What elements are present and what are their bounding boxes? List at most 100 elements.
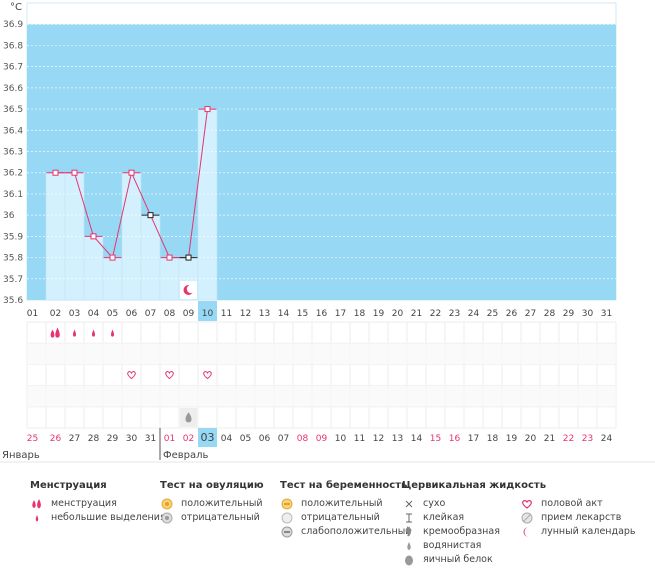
date-label: 21 bbox=[544, 434, 555, 444]
x-tick-label: 14 bbox=[278, 309, 290, 319]
x-label-highlight bbox=[198, 301, 217, 321]
date-label: 23 bbox=[582, 434, 593, 444]
heart-icon bbox=[165, 371, 174, 380]
date-label: 20 bbox=[525, 434, 537, 444]
temperature-bar bbox=[83, 236, 104, 301]
y-tick-label: 36.3 bbox=[3, 148, 23, 158]
x-tick-label: 12 bbox=[240, 309, 251, 319]
y-tick-label: 36.4 bbox=[3, 126, 23, 136]
temperature-point bbox=[147, 212, 154, 219]
egg-white-icon bbox=[185, 412, 192, 423]
date-label: 07 bbox=[278, 434, 289, 444]
x-tick-label: 20 bbox=[392, 309, 404, 319]
date-label: 11 bbox=[354, 434, 365, 444]
legend-item-sticky: клейкая bbox=[402, 511, 546, 525]
legend-item-moon: лунный календарь bbox=[520, 525, 636, 539]
legend-label: положительный bbox=[181, 498, 263, 509]
legend-label: клейкая bbox=[423, 512, 465, 523]
x-tick-label: 02 bbox=[50, 309, 61, 319]
legend-label: сухо bbox=[423, 498, 446, 509]
y-tick-label: 36 bbox=[3, 211, 15, 221]
drop-double-icon bbox=[55, 327, 60, 338]
date-label: 02 bbox=[183, 434, 194, 444]
legend-label: менструация bbox=[51, 498, 117, 509]
x-tick-label: 11 bbox=[221, 309, 232, 319]
legend-ovulation: Тест на овуляцию положительный отрицател… bbox=[160, 480, 264, 525]
y-tick-label: 35.9 bbox=[3, 232, 23, 242]
legend-label: кремообразная bbox=[423, 526, 500, 537]
temperature-bar bbox=[197, 108, 218, 301]
legend-label: отрицательный bbox=[181, 512, 260, 523]
egg-white-icon bbox=[402, 554, 416, 566]
date-label: 01 bbox=[164, 434, 175, 444]
x-tick-label: 30 bbox=[582, 309, 594, 319]
temperature-point bbox=[128, 169, 135, 176]
legend-item-ov-positive: положительный bbox=[160, 497, 264, 511]
date-label: 08 bbox=[297, 434, 309, 444]
drop-small-icon bbox=[111, 329, 114, 337]
legend-title-ovulation: Тест на овуляцию bbox=[160, 480, 264, 491]
legend-item-heart: половой акт bbox=[520, 497, 636, 511]
date-label: 03 bbox=[201, 431, 215, 444]
y-tick-label: 35.7 bbox=[3, 275, 23, 285]
dry-icon bbox=[402, 498, 416, 510]
watery-icon bbox=[402, 540, 416, 552]
legend-item-dry: сухо bbox=[402, 497, 546, 511]
temperature-point bbox=[109, 254, 116, 261]
drop-double-icon bbox=[50, 329, 55, 338]
test-positive-icon bbox=[160, 498, 174, 510]
x-tick-label: 29 bbox=[563, 309, 575, 319]
date-label: 05 bbox=[240, 434, 251, 444]
legend-cervical: Цервикальная жидкость сухо клейкая кремо… bbox=[402, 480, 546, 567]
y-tick-label: 36.6 bbox=[3, 84, 23, 94]
date-label: 25 bbox=[27, 434, 38, 444]
legend-item-ov-negative: отрицательный bbox=[160, 511, 264, 525]
heart-icon bbox=[203, 371, 212, 380]
legend-label: небольшие выделения bbox=[51, 512, 166, 523]
x-tick-label: 15 bbox=[297, 309, 308, 319]
y-tick-label: 36.8 bbox=[3, 41, 23, 51]
legend-item-menstruation: менструация bbox=[30, 497, 166, 511]
legend-item-preg-negative: отрицательный bbox=[280, 511, 411, 525]
x-tick-label: 19 bbox=[373, 309, 385, 319]
date-label: 24 bbox=[601, 434, 613, 444]
x-tick-label: 07 bbox=[145, 309, 156, 319]
legend-item-preg-positive: положительный bbox=[280, 497, 411, 511]
legend-title-cervical: Цервикальная жидкость bbox=[402, 480, 547, 491]
date-label: 12 bbox=[373, 434, 384, 444]
x-tick-label: 23 bbox=[449, 309, 460, 319]
date-label: 29 bbox=[107, 434, 119, 444]
y-tick-label: 36.9 bbox=[3, 20, 23, 30]
creamy-icon bbox=[402, 526, 416, 538]
x-tick-label: 28 bbox=[544, 309, 556, 319]
date-label: 18 bbox=[487, 434, 499, 444]
test-negative-icon bbox=[160, 512, 174, 524]
y-tick-label: 36.2 bbox=[3, 169, 23, 179]
pill-icon bbox=[520, 512, 534, 524]
date-label: 09 bbox=[316, 434, 328, 444]
preg-positive-icon bbox=[280, 498, 294, 510]
date-label: 30 bbox=[126, 434, 138, 444]
temperature-point bbox=[52, 169, 59, 176]
temperature-point bbox=[71, 169, 78, 176]
x-tick-label: 21 bbox=[411, 309, 422, 319]
events-grid bbox=[27, 322, 616, 428]
y-unit-label: °C bbox=[10, 2, 22, 13]
date-label: 10 bbox=[335, 434, 347, 444]
date-label: 17 bbox=[468, 434, 479, 444]
bbt-chart: 36.9 36.8 36.7 36.6 36.5 36.4 36.3 36.2 36.1 36 35… bbox=[0, 2, 655, 463]
legend-label: положительный bbox=[301, 498, 383, 509]
x-tick-label: 13 bbox=[259, 309, 270, 319]
date-highlight bbox=[198, 428, 217, 447]
y-tick-label: 36.5 bbox=[3, 105, 23, 115]
date-label: 26 bbox=[50, 434, 62, 444]
x-tick-label: 10 bbox=[202, 309, 214, 319]
date-label: 04 bbox=[221, 434, 233, 444]
x-tick-label: 09 bbox=[183, 309, 195, 319]
sticky-icon bbox=[402, 512, 416, 524]
month-label-left: Январь bbox=[2, 450, 40, 461]
legend-menstruation: Менструация менструация небольшие выделе… bbox=[30, 480, 166, 525]
moon-icon-shade bbox=[186, 284, 196, 294]
legend-item-light: небольшие выделения bbox=[30, 511, 166, 525]
date-label: 22 bbox=[563, 434, 574, 444]
